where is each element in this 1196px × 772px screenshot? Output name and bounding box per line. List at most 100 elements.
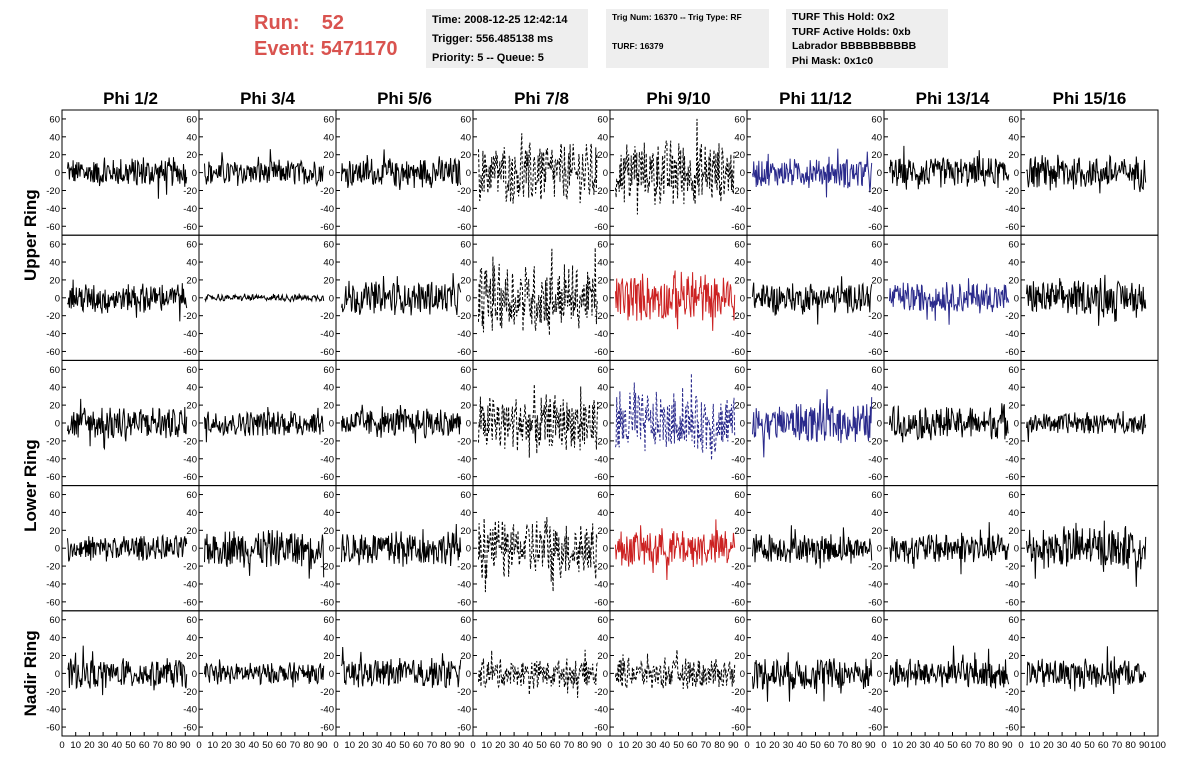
y-tick-label: -60	[183, 723, 197, 734]
x-tick-label: 90	[1139, 740, 1150, 751]
y-tick-label: 60	[49, 240, 60, 251]
panel-r4-c6: -60 -40 -20 0 20 40 60	[731, 485, 885, 612]
y-tick-label: -60	[731, 597, 745, 608]
y-tick-label: -40	[868, 329, 882, 340]
y-tick-label: 40	[186, 508, 197, 519]
y-tick-label: 0	[55, 419, 60, 430]
x-tick-label: 40	[249, 740, 260, 751]
x-tick-label: 80	[714, 740, 725, 751]
x-tick-label: 40	[386, 740, 397, 751]
x-tick-label: 70	[1112, 740, 1123, 751]
y-tick-label: -40	[868, 579, 882, 590]
y-tick-label: -20	[46, 687, 60, 698]
y-tick-label: -20	[868, 436, 882, 447]
column-header-3: Phi 5/6	[377, 89, 432, 108]
y-tick-label: -40	[46, 204, 60, 215]
y-tick-label: 0	[877, 419, 882, 430]
row-label-2: Lower Ring	[21, 439, 40, 532]
y-tick-label: 0	[877, 293, 882, 304]
x-tick-label: 90	[317, 740, 328, 751]
y-tick-label: 0	[55, 168, 60, 179]
y-tick-label: -20	[868, 687, 882, 698]
y-tick-label: 40	[734, 258, 745, 269]
waveform-series	[615, 373, 736, 461]
y-tick-label: -60	[457, 723, 471, 734]
y-tick-label: -40	[868, 454, 882, 465]
y-tick-label: -20	[1005, 436, 1019, 447]
y-tick-label: 60	[460, 114, 471, 125]
y-tick-label: -20	[46, 186, 60, 197]
y-tick-label: 60	[597, 365, 608, 376]
waveform-series	[478, 649, 599, 698]
y-tick-label: 40	[597, 633, 608, 644]
waveform-series	[204, 406, 325, 443]
y-tick-label: -20	[46, 311, 60, 322]
y-tick-label: -60	[594, 222, 608, 233]
y-tick-label: 0	[1014, 168, 1019, 179]
time-info-box: Time: 2008-12-25 12:42:14 Trigger: 556.4…	[426, 9, 588, 68]
labrador-text: Labrador BBBBBBBBBB	[792, 40, 917, 52]
y-tick-label: 20	[49, 275, 60, 286]
y-tick-label: 40	[186, 383, 197, 394]
waveform-series	[752, 276, 873, 325]
y-tick-label: -60	[46, 347, 60, 358]
y-tick-label: 0	[1014, 293, 1019, 304]
y-tick-label: -40	[594, 204, 608, 215]
waveform-series	[889, 645, 1010, 689]
x-tick-label: 10	[618, 740, 629, 751]
x-tick-label: 70	[427, 740, 438, 751]
y-tick-label: 60	[460, 490, 471, 501]
x-tick-label: 80	[577, 740, 588, 751]
y-tick-label: -60	[457, 597, 471, 608]
y-tick-label: 60	[323, 114, 334, 125]
y-tick-label: -60	[1005, 597, 1019, 608]
waveform-series	[1026, 646, 1147, 695]
waveform-series	[67, 279, 188, 322]
y-tick-label: -40	[46, 579, 60, 590]
run-label: Run:	[254, 12, 300, 34]
panel-r3-c5: -60 -40 -20 0 20 40 60	[594, 359, 748, 487]
y-tick-label: -40	[1005, 454, 1019, 465]
x-tick-label: 10	[481, 740, 492, 751]
panel-r3-c1: -60 -40 -20 0 20 40 60	[46, 359, 200, 487]
panel-r4-c1: -60 -40 -20 0 20 40 60	[46, 485, 200, 612]
y-tick-label: -20	[731, 687, 745, 698]
y-tick-label: 60	[186, 615, 197, 626]
y-tick-label: -60	[457, 222, 471, 233]
x-tick-label: 70	[153, 740, 164, 751]
event-value: 5471170	[320, 38, 398, 60]
y-tick-label: -60	[1005, 723, 1019, 734]
y-tick-label: 0	[603, 419, 608, 430]
x-tick-label: 60	[824, 740, 835, 751]
waveform-series	[615, 649, 736, 690]
y-tick-label: 40	[460, 383, 471, 394]
x-tick-label: 20	[1043, 740, 1054, 751]
y-tick-label: 40	[871, 258, 882, 269]
y-tick-label: 40	[1008, 508, 1019, 519]
y-tick-label: -20	[731, 436, 745, 447]
y-tick-label: 40	[186, 132, 197, 143]
x-tick-label: 20	[769, 740, 780, 751]
waveform-series	[752, 148, 873, 198]
y-tick-label: 40	[871, 383, 882, 394]
x-tick-label: 80	[851, 740, 862, 751]
y-tick-label: -20	[46, 562, 60, 573]
y-tick-label: 20	[734, 401, 745, 412]
y-tick-label: 60	[323, 615, 334, 626]
y-tick-label: -60	[457, 347, 471, 358]
y-tick-label: 20	[460, 275, 471, 286]
x-tick-label: 60	[961, 740, 972, 751]
y-tick-label: 40	[734, 383, 745, 394]
y-tick-label: 20	[871, 526, 882, 537]
y-tick-label: 20	[871, 401, 882, 412]
x-tick-label: 80	[988, 740, 999, 751]
waveform-series	[1026, 411, 1147, 443]
y-tick-label: -40	[320, 705, 334, 716]
y-tick-label: 0	[740, 293, 745, 304]
x-tick-label: 30	[235, 740, 246, 751]
y-tick-label: -20	[320, 436, 334, 447]
y-tick-label: 20	[323, 651, 334, 662]
panel-r3-c2: -60 -40 -20 0 20 40 60	[183, 359, 337, 487]
y-tick-label: 20	[597, 651, 608, 662]
